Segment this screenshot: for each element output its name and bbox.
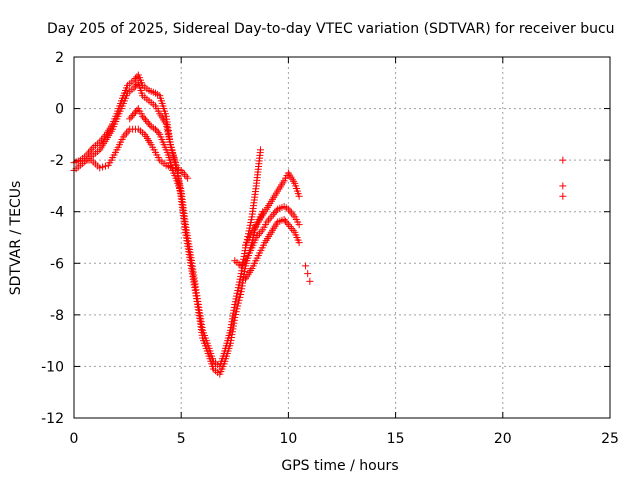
data-point [286,207,294,215]
data-point [271,209,279,217]
data-point [559,156,567,164]
data-point [306,277,314,285]
data-point [184,174,192,182]
x-tick-label: 25 [601,431,619,447]
x-axis-label: GPS time / hours [281,458,398,474]
data-point [232,308,240,316]
data-point [140,114,148,122]
data-point [286,223,294,231]
data-point [153,127,161,135]
data-point [131,108,139,116]
data-point [288,224,296,232]
data-point [239,260,247,268]
y-tick-label: -4 [50,205,64,221]
data-point [126,115,134,123]
tick-marks [73,56,611,419]
x-tick-label: 15 [387,431,405,447]
data-point [237,291,245,299]
data-point [130,76,138,84]
x-tick-label: 10 [279,431,297,447]
data-point [268,212,276,220]
data-point [127,113,135,121]
data-point [233,305,241,313]
data-point [559,192,567,200]
data-point [151,125,159,133]
chart-title: Day 205 of 2025, Sidereal Day-to-day VTE… [47,21,615,37]
data-point [295,221,303,229]
data-point [232,311,240,319]
data-point [143,117,151,125]
data-point [265,216,273,224]
data-point [96,164,104,172]
y-tick-labels: -12 -10 -8 -6 -4 -2 0 2 [41,50,64,427]
data-point [99,163,107,171]
data-point [257,228,265,236]
data-point [129,111,137,119]
data-point [144,119,152,127]
data-point [234,299,242,307]
data-point [174,166,182,174]
y-tick-label: -10 [41,359,64,375]
data-point [101,162,109,170]
data-point [139,112,147,120]
data-point [182,172,190,180]
y-tick-label: -6 [50,256,64,272]
data-point [154,129,162,137]
data-point [123,129,131,137]
data-point [283,219,291,227]
data-point [177,190,185,198]
data-point [255,230,263,238]
x-tick-label: 20 [494,431,512,447]
x-tick-labels: 0 5 10 15 20 25 [70,431,619,447]
data-point [289,211,297,219]
data-point [302,262,310,270]
data-point [133,106,141,114]
data-point [288,209,296,217]
data-point [236,293,244,301]
data-point [295,192,303,200]
data-point [282,217,290,225]
data-points [70,71,567,378]
data-point [180,170,188,178]
y-axis-label: SDTVAR / TECUs [8,181,24,296]
data-point [240,258,248,266]
x-tick-label: 0 [70,431,79,447]
data-point [266,214,274,222]
data-point [171,165,179,173]
y-tick-label: 2 [55,50,64,66]
y-tick-label: 0 [55,102,64,118]
data-point [130,84,138,92]
data-point [559,182,567,190]
data-point [141,116,149,124]
data-point [272,207,280,215]
plot-frame [73,56,611,419]
y-tick-label: -8 [50,308,64,324]
data-point [231,313,239,321]
x-tick-label: 5 [177,431,186,447]
data-point [257,146,265,154]
data-point [234,302,242,310]
y-tick-label: -12 [41,411,64,427]
grid [74,57,610,418]
data-point [131,74,139,82]
data-point [304,270,312,278]
data-point [124,127,132,135]
data-point [131,82,139,90]
data-point [280,215,288,223]
data-point [235,296,243,304]
data-point [146,121,154,129]
data-point [295,239,303,247]
data-point [269,210,277,218]
data-point [237,262,245,270]
y-tick-label: -2 [50,153,64,169]
data-point [130,110,138,118]
